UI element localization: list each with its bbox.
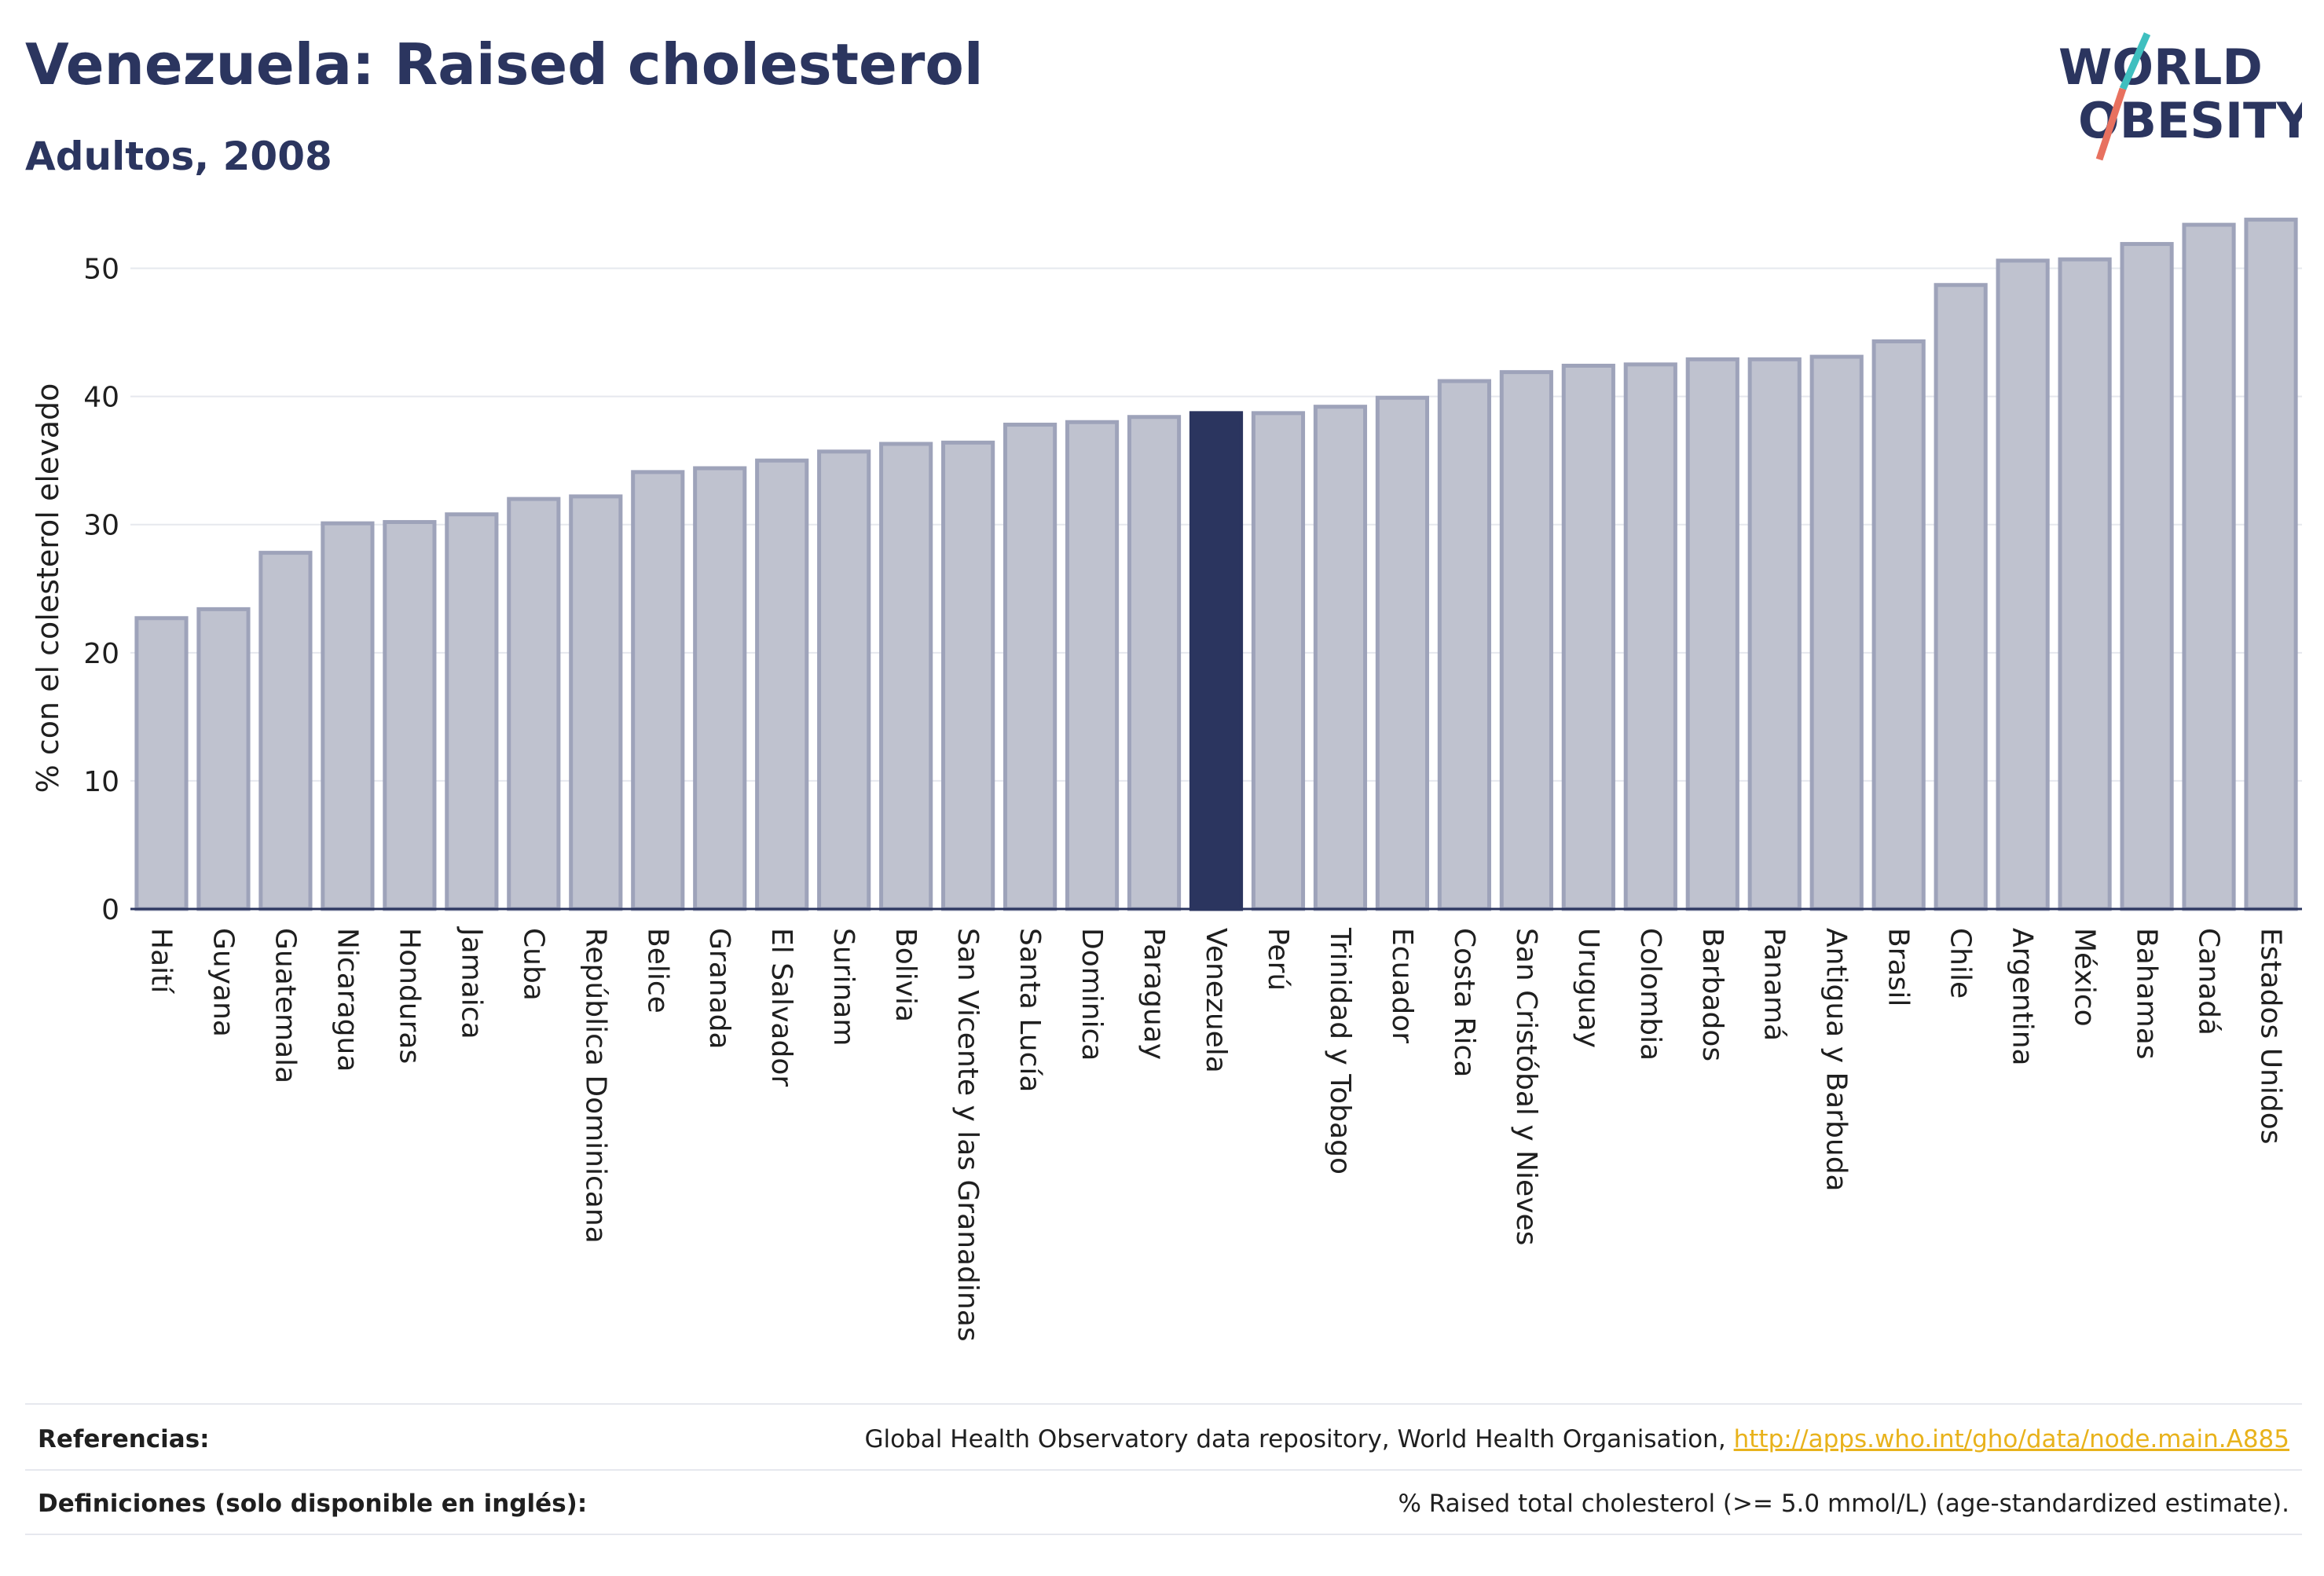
chart-subtitle: Adultos, 2008 xyxy=(25,134,332,179)
x-tick-label: Uruguay xyxy=(1572,928,1604,1048)
x-tick-label: Perú xyxy=(1262,928,1294,991)
x-tick-label: Guyana xyxy=(207,928,239,1037)
x-tick-label: Dominica xyxy=(1076,928,1108,1061)
bar xyxy=(258,551,313,911)
x-tick-label: Bahamas xyxy=(2131,928,2163,1060)
x-tick-label: Cuba xyxy=(517,928,549,1001)
y-tick-label: 40 xyxy=(83,382,119,414)
x-tick-labels: Haití Guyana Guatemala Nicaragua Honduras Jam… xyxy=(145,926,2286,1342)
bar xyxy=(1996,258,2050,911)
x-tick-label: Panamá xyxy=(1758,928,1791,1041)
bar xyxy=(1685,357,1739,911)
bar xyxy=(1747,357,1802,911)
x-tick-label: Jamaica xyxy=(455,926,487,1039)
x-tick-label: Surinam xyxy=(827,928,860,1046)
x-tick-label: Estados Unidos xyxy=(2255,928,2287,1145)
footer-divider-bottom xyxy=(25,1534,2302,1535)
x-tick-label: Costa Rica xyxy=(1448,928,1480,1077)
x-tick-label: Santa Lucía xyxy=(1014,928,1046,1092)
world-obesity-logo: WORLD OBESITY xyxy=(2058,32,2302,161)
bar xyxy=(1065,420,1120,911)
bar xyxy=(1251,411,1306,911)
y-tick-label: 50 xyxy=(83,254,119,286)
references-text: Global Health Observatory data repositor… xyxy=(864,1425,1726,1453)
bar xyxy=(1127,415,1182,911)
bar xyxy=(134,616,189,911)
y-tick-label: 20 xyxy=(83,638,119,670)
x-tick-label: Venezuela xyxy=(1200,928,1232,1073)
bar xyxy=(1375,395,1430,911)
bar xyxy=(1934,283,1988,911)
footer-divider-top xyxy=(25,1403,2302,1405)
x-tick-label: Paraguay xyxy=(1138,928,1170,1060)
definitions-label: Definiciones (solo disponible en inglés)… xyxy=(38,1490,588,1518)
bar xyxy=(507,497,561,911)
bar-highlighted xyxy=(1189,411,1244,911)
bar xyxy=(2182,222,2236,911)
x-tick-label: Canadá xyxy=(2193,928,2225,1035)
x-tick-label: Argentina xyxy=(2007,928,2039,1066)
x-tick-label: San Cristóbal y Nieves xyxy=(1510,928,1542,1245)
bar-chart: 0 10 20 30 40 50 Haití Guyana Guatemala Nicaragu… xyxy=(31,218,2302,1342)
logo-line-1: WORLD xyxy=(2058,38,2263,96)
x-tick-label: Granada xyxy=(703,928,735,1050)
y-tick-label: 30 xyxy=(83,510,119,542)
bar xyxy=(879,442,933,911)
x-tick-label: República Dominicana xyxy=(579,928,611,1244)
bar xyxy=(755,458,809,911)
x-tick-label: Brasil xyxy=(1882,928,1915,1006)
bar xyxy=(1809,354,1864,911)
bar xyxy=(1561,363,1615,911)
footer-divider-middle xyxy=(25,1469,2302,1471)
x-tick-label: México xyxy=(2069,928,2101,1027)
bar xyxy=(1871,339,1926,911)
x-tick-label: Barbados xyxy=(1696,928,1728,1061)
x-tick-label: Chile xyxy=(1945,928,1977,999)
bar xyxy=(693,466,747,911)
chart-title: Venezuela: Raised cholesterol xyxy=(25,31,984,97)
bar xyxy=(2244,218,2298,911)
x-tick-label: Colombia xyxy=(1634,928,1666,1061)
bar xyxy=(445,512,499,911)
bar xyxy=(2058,257,2112,911)
x-tick-label: Belice xyxy=(641,928,673,1013)
y-tick-label: 10 xyxy=(83,766,119,798)
x-tick-label: Nicaragua xyxy=(331,928,363,1072)
references-link[interactable]: http://apps.who.int/gho/data/node.main.A… xyxy=(1733,1425,2289,1453)
logo-slash-bottom xyxy=(2095,87,2127,161)
bars xyxy=(134,218,2298,911)
bar xyxy=(1003,423,1058,911)
y-tick-label: 0 xyxy=(101,894,119,926)
references-label: Referencias: xyxy=(38,1425,210,1453)
x-tick-label: Trinidad y Tobago xyxy=(1324,927,1356,1175)
bar xyxy=(383,519,437,911)
y-tick-labels: 0 10 20 30 40 50 xyxy=(83,254,119,926)
x-tick-label: Antigua y Barbuda xyxy=(1820,928,1853,1192)
bar xyxy=(569,494,623,911)
x-tick-label: San Vicente y las Granadinas xyxy=(951,928,984,1342)
bar xyxy=(1499,370,1553,911)
x-tick-label: El Salvador xyxy=(765,928,797,1087)
bar xyxy=(941,440,995,911)
bar xyxy=(1437,379,1491,911)
x-tick-label: Haití xyxy=(145,928,177,994)
bar xyxy=(817,449,871,911)
logo-slash-top xyxy=(2119,32,2151,90)
x-tick-label: Guatemala xyxy=(269,928,301,1083)
bar xyxy=(1313,405,1368,911)
bar xyxy=(321,521,375,911)
x-tick-label: Honduras xyxy=(393,928,425,1064)
references-value: Global Health Observatory data repositor… xyxy=(865,1425,2289,1453)
bar xyxy=(196,607,251,911)
bar xyxy=(2120,242,2174,911)
bar xyxy=(631,470,685,911)
bar xyxy=(1623,362,1677,911)
x-tick-label: Bolivia xyxy=(889,928,922,1022)
x-tick-label: Ecuador xyxy=(1386,928,1418,1043)
y-axis-label: % con el colesterol elevado xyxy=(31,383,65,793)
definitions-value: % Raised total cholesterol (>= 5.0 mmol/… xyxy=(1398,1490,2289,1518)
